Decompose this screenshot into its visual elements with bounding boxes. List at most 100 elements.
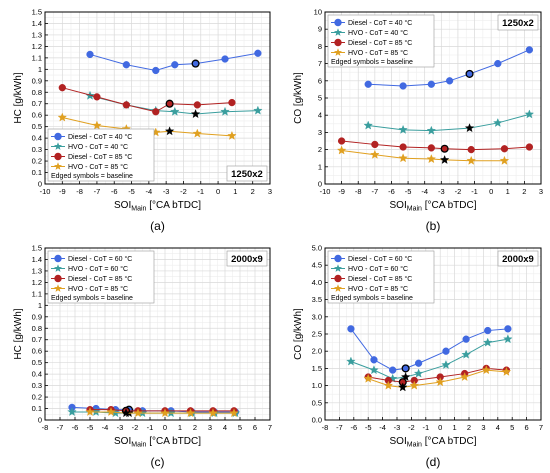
- data-point: [363, 373, 373, 383]
- x-tick-label: -9: [59, 187, 66, 196]
- x-tick-label: -7: [94, 187, 101, 196]
- data-point: [170, 106, 180, 116]
- data-point: [106, 407, 116, 416]
- y-tick-label: 8: [318, 42, 322, 51]
- legend-marker: [54, 284, 62, 292]
- data-point: [413, 368, 424, 378]
- x-tick-label: 1: [506, 187, 510, 196]
- legend-entry: HVO - CoT = 85 °C: [348, 285, 408, 293]
- x-tick-label: -2: [180, 187, 187, 196]
- data-point: [67, 407, 77, 416]
- data-point: [398, 153, 408, 163]
- y-tick-label: 0.6: [32, 111, 42, 120]
- x-tick-label: -10: [40, 187, 51, 196]
- data-point: [499, 155, 510, 165]
- y-tick-label: 0.3: [32, 381, 42, 390]
- y-axis-label: HC [g/kWh]: [13, 72, 24, 123]
- y-tick-label: 2: [318, 145, 322, 154]
- data-point: [122, 101, 130, 109]
- x-tick-label: -3: [394, 423, 401, 432]
- legend-marker: [54, 132, 62, 141]
- baseline-point: [401, 364, 410, 373]
- legend-entry: HVO - CoT = 85 °C: [68, 285, 128, 293]
- series-4: [363, 365, 512, 392]
- x-tick-label: 7: [268, 423, 272, 432]
- x-tick-label: -8: [322, 423, 329, 432]
- x-tick-label: -4: [102, 423, 109, 432]
- x-axis-label: SOIMain [°CA bTDC]: [114, 436, 201, 449]
- legend: Diesel - CoT = 60 °C HVO - CoT = 60 °C Die…: [47, 250, 155, 304]
- data-point: [370, 149, 380, 159]
- x-tick-label: -5: [87, 423, 94, 432]
- legend-entry: HVO - CoT = 60 °C: [68, 265, 128, 273]
- legend-marker: [334, 18, 342, 27]
- x-tick-label: -5: [365, 423, 372, 432]
- series-1: [347, 325, 512, 374]
- x-tick-label: -5: [128, 187, 135, 196]
- data-point: [504, 325, 512, 333]
- x-tick-label: -1: [422, 423, 429, 432]
- data-point: [524, 109, 535, 119]
- y-tick-label: 1.5: [32, 8, 42, 17]
- x-tick-label: 4: [496, 423, 500, 432]
- legend-marker: [54, 142, 62, 150]
- legend-entry: HVO - CoT = 85 °C: [348, 49, 408, 57]
- y-axis-label: CO [g/kWh]: [293, 308, 304, 360]
- x-tick-label: -8: [76, 187, 83, 196]
- y-tick-label: 1: [38, 65, 42, 74]
- x-tick-label: 0: [489, 187, 493, 196]
- data-point: [347, 325, 355, 333]
- x-axis-label: SOIMain [°CA bTDC]: [114, 200, 201, 213]
- x-tick-label: 7: [539, 423, 543, 432]
- series-line: [341, 149, 505, 162]
- legend-box: [327, 14, 435, 68]
- legend-marker: [334, 274, 342, 283]
- x-tick-label: -6: [350, 423, 357, 432]
- data-point: [462, 335, 470, 343]
- legend-marker: [54, 264, 62, 272]
- data-point: [501, 366, 512, 376]
- data-point: [58, 84, 66, 92]
- data-point: [228, 98, 236, 107]
- legend-marker: [54, 254, 62, 263]
- data-point: [371, 140, 379, 149]
- x-tick-label: 0: [216, 187, 220, 196]
- baseline-point: [165, 99, 174, 108]
- baseline-point: [464, 123, 475, 133]
- legend-entry: Diesel - CoT = 40 °C: [68, 133, 132, 141]
- y-tick-label: 4.5: [312, 261, 322, 270]
- data-point: [389, 366, 397, 374]
- data-point: [466, 155, 476, 165]
- y-tick-label: 3.0: [312, 312, 322, 321]
- y-tick-label: 1.3: [32, 266, 42, 275]
- x-tick-label: -5: [405, 187, 412, 196]
- plot-frame: [44, 11, 271, 185]
- legend: Diesel - CoT = 60 °C HVO - CoT = 60 °C Die…: [327, 250, 435, 304]
- y-tick-label: 0.4: [32, 370, 42, 379]
- data-point: [337, 137, 346, 145]
- x-tick-label: -1: [471, 187, 478, 196]
- data-point: [442, 347, 450, 355]
- data-point: [370, 356, 378, 364]
- baseline-point: [400, 372, 411, 382]
- data-point: [461, 349, 471, 359]
- x-tick-label: -7: [372, 187, 379, 196]
- x-tick-label: 5: [510, 423, 514, 432]
- data-point: [152, 108, 160, 116]
- baseline-point: [191, 59, 200, 68]
- data-point: [399, 143, 407, 151]
- data-point: [336, 145, 347, 155]
- data-point: [369, 365, 379, 375]
- panel-label: (c): [151, 455, 165, 469]
- x-tick-label: 3: [481, 423, 485, 432]
- legend-marker: [334, 48, 342, 56]
- data-point: [494, 59, 502, 68]
- x-tick-label: -4: [146, 187, 153, 196]
- y-tick-label: 0.4: [32, 134, 42, 143]
- legend-marker: [334, 28, 342, 36]
- x-tick-label: 2: [251, 187, 255, 196]
- data-point: [192, 128, 203, 138]
- x-tick-label: 0: [163, 423, 167, 432]
- x-tick-label: -6: [111, 187, 118, 196]
- chart-panel-1: -10 -9 -8 -7 -6 -5 -4 -3 -2 -1 0 1 2 300.10.20.30.40.…: [13, 8, 272, 234]
